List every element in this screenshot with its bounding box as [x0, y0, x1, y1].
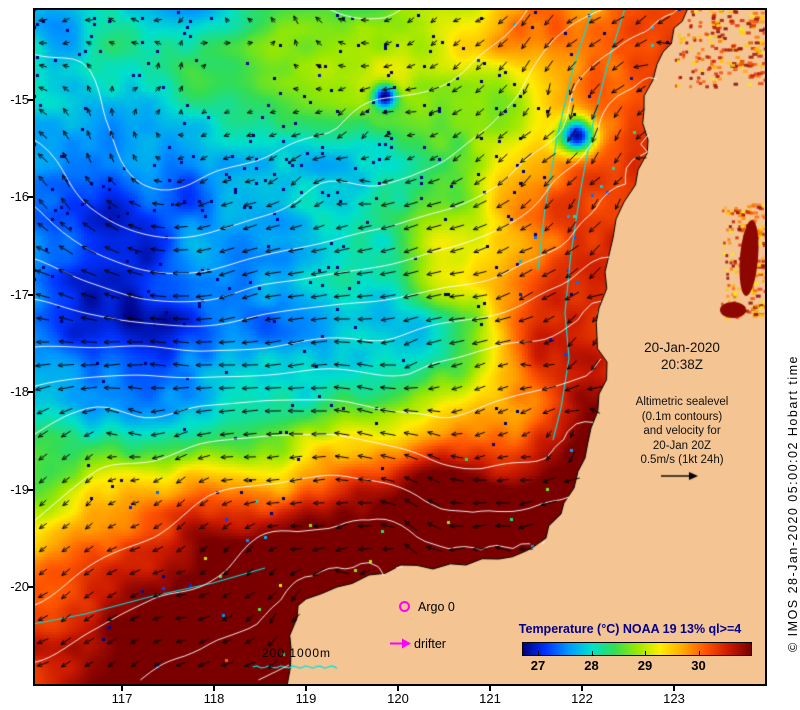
lat-tick [28, 586, 33, 588]
drifter-arrow-icon [390, 638, 411, 649]
altimetric-note-line: 0.5m/s (1kt 24h) [640, 454, 724, 466]
argo-label: Argo 0 [418, 600, 455, 614]
lat-tick [28, 488, 33, 491]
sst-map-canvas [33, 8, 767, 686]
lon-tick [489, 686, 491, 691]
altimetric-note-line: 20-Jan 20Z [652, 439, 712, 452]
lat-tick-label: -18 [10, 384, 29, 400]
lon-tick [397, 686, 399, 691]
lat-tick [28, 99, 33, 101]
argo-float-marker-icon [399, 601, 410, 612]
altimetric-note-line: (0.1m contours) [641, 410, 723, 423]
lat-tick-label: -16 [10, 189, 29, 205]
colorbar-tick [591, 651, 593, 656]
timestamp-time: 20:38Z [660, 357, 704, 372]
lat-tick-label: -20 [10, 579, 29, 594]
lon-tick-label: 121 [479, 691, 501, 706]
lat-tick-label: -17 [10, 286, 29, 302]
lon-tick-label: 117 [111, 691, 133, 706]
lon-tick-label: 119 [295, 691, 317, 706]
lon-tick [581, 686, 583, 691]
drifter-label: drifter [414, 637, 446, 651]
lon-tick [305, 686, 307, 691]
lon-tick [121, 686, 123, 691]
altimetric-note: Altimetric sealevel (0.1m contours) and ve… [610, 395, 754, 468]
copyright-vertical-label: © IMOS 28-Jan-2020 05:00:02 Hobart time [786, 354, 800, 652]
timestamp-label: 20-Jan-2020 20:38Z [620, 339, 744, 373]
lon-tick-label: 120 [387, 691, 409, 706]
altimetric-note-line: Altimetric sealevel [635, 396, 729, 408]
lon-tick-label: 123 [663, 691, 685, 706]
lon-tick [213, 686, 215, 691]
lon-tick-label: 118 [203, 691, 225, 706]
lat-tick [28, 391, 33, 394]
colorbar-tick [698, 651, 700, 656]
lat-tick [28, 196, 33, 199]
lat-tick [28, 293, 33, 296]
colorbar-tick-label: 28 [584, 658, 599, 673]
colorbar-tick [538, 651, 540, 656]
colorbar-tick [645, 651, 647, 656]
colorbar-tick-label: 29 [637, 658, 653, 673]
colorbar-tick-label: 30 [691, 658, 706, 673]
colorbar-title: Temperature (°C) NOAA 19 13% ql>=4 [518, 622, 742, 636]
colorbar-tick-label: 27 [530, 658, 546, 673]
bathymetry-legend-label: 200 1000m [262, 646, 332, 660]
colorbar-gradient [522, 642, 752, 656]
lon-tick [673, 686, 675, 691]
lat-tick-label: -19 [10, 481, 29, 497]
altimetric-note-line: and velocity for [643, 425, 721, 437]
lat-tick-label: -15 [10, 92, 29, 107]
timestamp-date: 20-Jan-2020 [644, 340, 720, 355]
lon-tick-label: 122 [571, 691, 593, 706]
